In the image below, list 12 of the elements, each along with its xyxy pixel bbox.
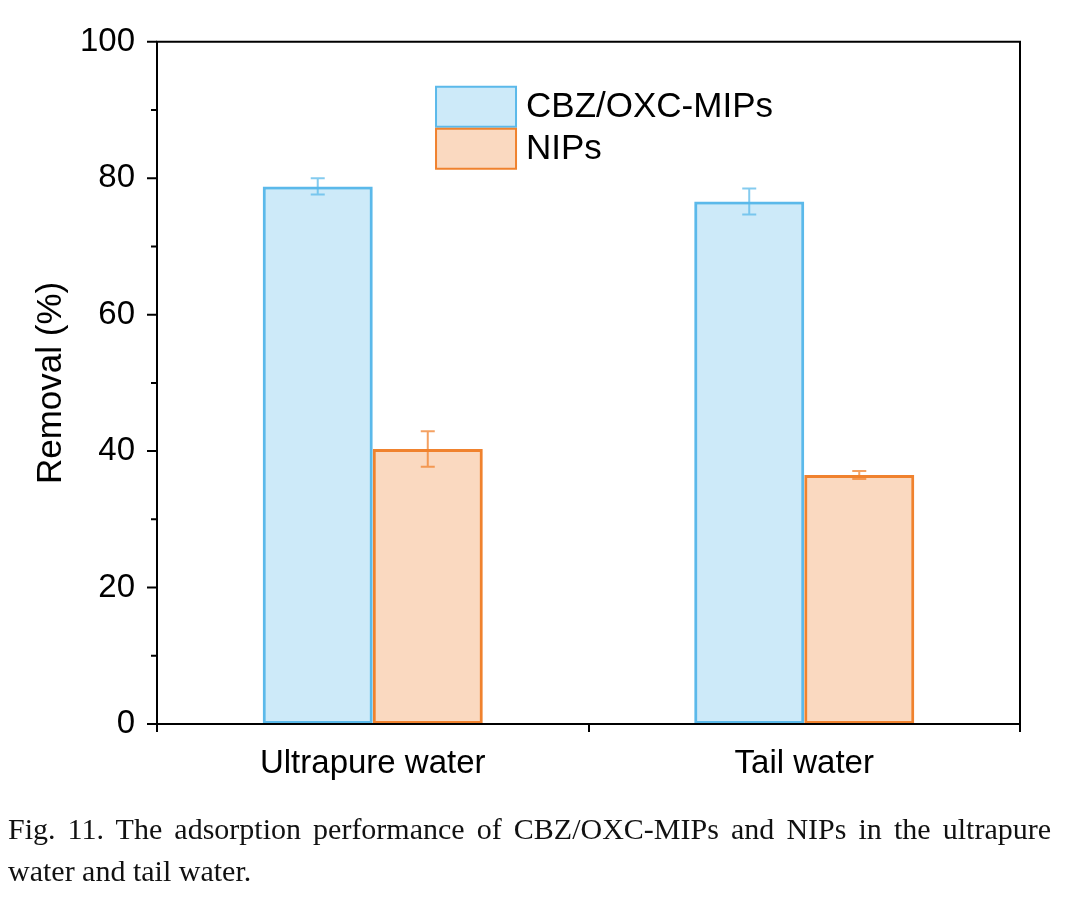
legend-label: NIPs	[526, 127, 602, 167]
legend-label: CBZ/OXC-MIPs	[526, 85, 773, 125]
y-tick-label: 100	[79, 20, 135, 58]
y-tick-label: 40	[98, 430, 135, 468]
x-tick-label: Tail water	[734, 742, 874, 780]
x-tick-label: Ultrapure water	[259, 742, 486, 780]
y-tick-label: 80	[98, 157, 135, 195]
caption: Fig. 11. The adsorption performance of CBZ/OXC-MIPs and NIPs in the ultrapure water and tail water.	[8, 811, 1051, 889]
y-axis-title: Removal (%)	[28, 281, 68, 485]
y-tick-label: 20	[98, 566, 135, 604]
y-tick-label: 60	[98, 293, 135, 331]
y-tick-label: 0	[116, 703, 135, 741]
